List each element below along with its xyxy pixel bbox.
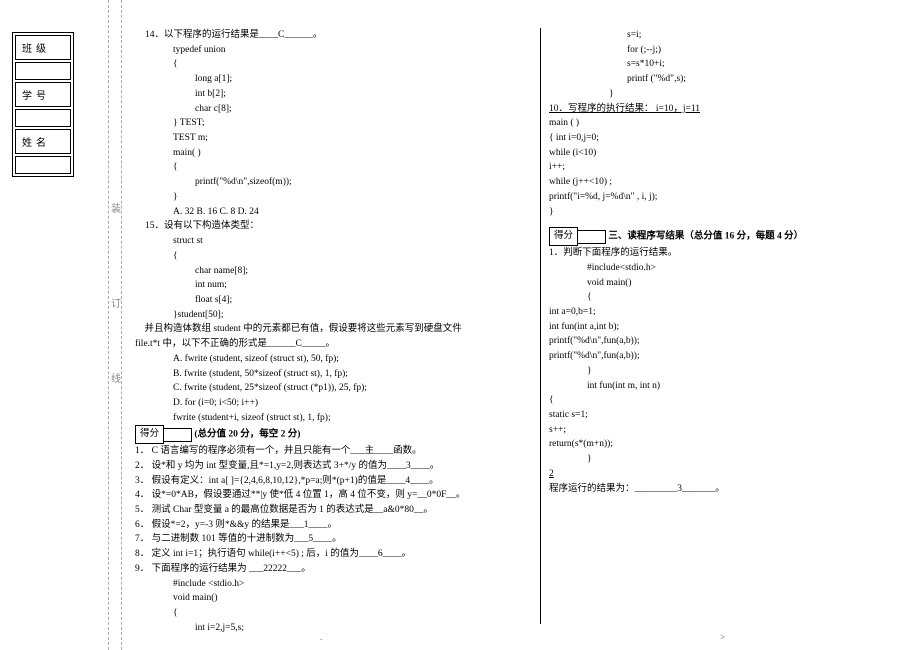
fill-6: 6． 假设*=2，y=-3 则*&&y 的结果是___1____。 [135,518,515,533]
q10-code-3: i++; [549,160,920,175]
cont-4: } [549,87,920,102]
q14-code-5: } TEST; [135,116,515,131]
fill-5: 5． 测试 Char 型变量 a 的最高位数据是否为 1 的表达式是__a&0*… [135,503,515,518]
section-2-header: 得分 (总分值 20 分，每空 2 分) [135,425,515,444]
s3q1-6: printf("%d\n",fun(a,b)); [549,349,920,364]
s3q1-9: { [549,393,920,408]
q9-code-2: { [135,606,515,621]
q15-code-5: }student[50]; [135,308,515,323]
q9-code-3: int i=2,j=5,s; [135,621,515,636]
s3-q1: 1．判断下面程序的运行结果。 [549,246,920,261]
s3q1-1: void main() [549,276,920,291]
fill-1: 1． C 语言编写的程序必须有一个，并且只能有一个___主____函数。 [135,444,515,459]
fill-7: 7． 与二进制数 101 等值的十进制数为___5____。 [135,532,515,547]
s3q1-2: { [549,290,920,305]
s3q1-7: } [549,364,920,379]
q14-code-8: { [135,160,515,175]
info-name-label: 姓名 [15,129,71,154]
binding-char-3: 线 [111,370,121,385]
s3q1-0: #include<stdio.h> [549,261,920,276]
s3q1-11: s++; [549,423,920,438]
s3q1-12: return(s*(m+n)); [549,437,920,452]
q14-options: A. 32 B. 16 C. 8 D. 24 [135,205,515,220]
q14-code-2: long a[1]; [135,72,515,87]
score-label-2: 得分 [135,425,164,444]
q9-code-1: void main() [135,591,515,606]
column-right: s=i; for (;--j;) s=s*10+i; printf ("%d",… [540,28,920,624]
q14-code-6: TEST m; [135,131,515,146]
s3q1-3: int a=0,b=1; [549,305,920,320]
fill-4: 4． 设*=0*AB，假设要通过**|y 使*低 4 位置 1，高 4 位不变，… [135,488,515,503]
binding-line: 装 订 线 [108,0,122,650]
s3q1-5: printf("%d\n",fun(a,b)); [549,334,920,349]
info-class-label: 班级 [15,35,71,60]
column-left: 14．以下程序的运行结果是____C______。 typedef union … [135,28,515,635]
q15-opt-d2: fwrite (student+i, sizeof (struct st), 1… [135,411,515,426]
q14-code-1: { [135,57,515,72]
q15-code-2: char name[8]; [135,264,515,279]
fill-9: 9． 下面程序的运行结果为 ___22222___。 [135,562,515,577]
q15-opt-a: A. fwrite (student, sizeof (struct st), … [135,352,515,367]
q14-stem: 14．以下程序的运行结果是____C______。 [135,28,515,43]
info-name-blank [15,156,71,174]
q10-code-2: while (i<10) [549,146,920,161]
q14-code-0: typedef union [135,43,515,58]
s3-ans2: 程序运行的结果为：_________3_______。 [549,482,920,497]
q15-text: 并且构造体数组 student 中的元素都已有值，假设要将这些元素写到硬盘文件 … [135,322,515,351]
fill-8: 8． 定义 int i=1；执行语句 while(i++<5) ; 后，i 的值… [135,547,515,562]
q15-code-4: float s[4]; [135,293,515,308]
q15-code-3: int num; [135,278,515,293]
q10-code-1: { int i=0,j=0; [549,131,920,146]
binding-char-2: 订 [111,295,121,310]
section-2-title: (总分值 20 分，每空 2 分) [194,430,300,440]
info-id-label: 学号 [15,82,71,107]
cont-1: for (;--j;) [549,43,920,58]
q10-text: 10．写程序的执行结果： i=10，j=11 [549,104,700,114]
fill-3: 3． 假设有定义：int a[ ]={2,4,6,8,10,12},*p=a;则… [135,474,515,489]
s3-ans1: 2 [549,467,920,482]
q15-stem: 15．设有以下构造体类型： [135,219,515,234]
fill-2: 2． 设*和 y 均为 int 型变量,且*=1,y=2,则表达式 3+*/y … [135,459,515,474]
q15-code-1: { [135,249,515,264]
score-blank-3 [578,230,606,244]
s3q1-4: int fun(int a,int b); [549,320,920,335]
info-id-blank [15,109,71,127]
q14-code-3: int b[2]; [135,87,515,102]
cont-0: s=i; [549,28,920,43]
s3q1-13: } [549,452,920,467]
cont-3: printf ("%d",s); [549,72,920,87]
q10-code-5: printf("i=%d, j=%d\n" , i, j); [549,190,920,205]
q10-code-4: while (j++<10) ; [549,175,920,190]
q15-opt-c: C. fwrite (student, 25*sizeof (struct (*… [135,381,515,396]
q14-code-9: printf("%d\n",sizeof(m)); [135,175,515,190]
info-class-blank [15,62,71,80]
section-3-title: 三、读程序写结果（总分值 16 分，每题 4 分） [608,232,803,242]
q10-stem: 10．写程序的执行结果： i=10，j=11 [549,102,920,117]
q15-opt-d: D. for (i=0; i<50; i++) [135,396,515,411]
student-info-table: 班级 学号 姓名 [12,32,74,177]
binding-char-1: 装 [111,200,121,215]
footer-caret-right: > [720,632,725,642]
q10-code-6: } [549,205,920,220]
q15-code-0: struct st [135,234,515,249]
score-label-3: 得分 [549,227,578,246]
section-3-header: 得分 三、读程序写结果（总分值 16 分，每题 4 分） [549,227,920,246]
q10-code-0: main ( ) [549,116,920,131]
q9-code-0: #include <stdio.h> [135,577,515,592]
ans1-text: 2 [549,469,554,479]
cont-2: s=s*10+i; [549,57,920,72]
q14-code-4: char c[8]; [135,102,515,117]
score-blank-2 [164,428,192,442]
s3q1-10: static s=1; [549,408,920,423]
q14-code-7: main( ) [135,146,515,161]
q14-code-10: } [135,190,515,205]
footer-caret-left: . [320,632,322,642]
q15-opt-b: B. fwrite (student, 50*sizeof (struct st… [135,367,515,382]
s3q1-8: int fun(int m, int n) [549,379,920,394]
spacer [549,219,920,227]
